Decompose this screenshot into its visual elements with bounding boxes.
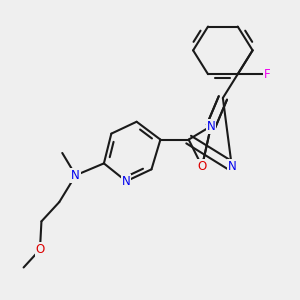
Text: O: O <box>35 243 45 256</box>
Text: F: F <box>264 68 271 81</box>
Text: N: N <box>227 160 236 173</box>
Text: O: O <box>197 160 207 173</box>
Text: N: N <box>207 120 215 133</box>
Text: N: N <box>71 169 80 182</box>
Text: N: N <box>122 175 130 188</box>
